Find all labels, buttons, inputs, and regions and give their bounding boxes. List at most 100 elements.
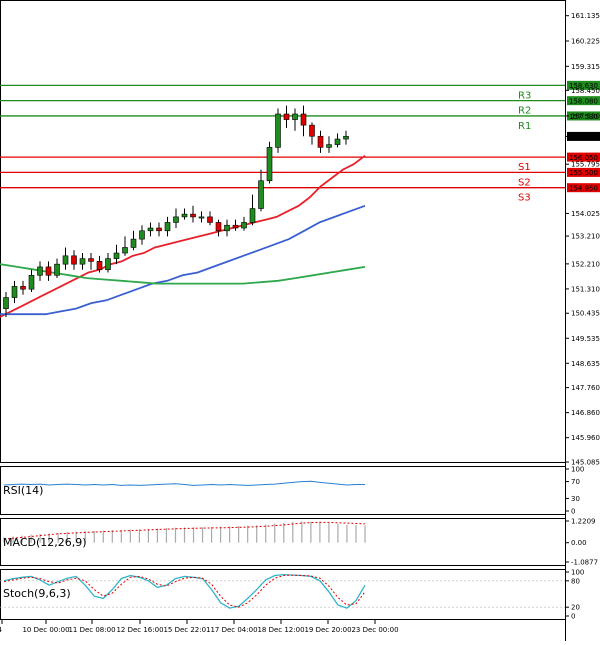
macd-signal-line xyxy=(3,521,366,540)
candle-body-up xyxy=(326,144,332,148)
indicator-panel-frame xyxy=(0,569,566,620)
price-tick-label: 150.435 xyxy=(571,310,600,318)
stoch-d-line xyxy=(3,574,366,608)
candle-body-up xyxy=(62,255,69,265)
level-price-tag: 157.530 xyxy=(569,113,598,121)
moving-average-line xyxy=(0,154,366,318)
price-tick-label: 148.635 xyxy=(571,360,600,368)
indicator-axis-label: 100 xyxy=(571,466,584,474)
level-name-r2: R2 xyxy=(518,106,531,117)
candle-body-up xyxy=(147,227,154,232)
moving-averages xyxy=(0,154,366,318)
moving-average-line xyxy=(0,204,366,316)
time-tick-label: 17 Dec 04:00 xyxy=(210,626,257,634)
indicator-axis-label: -1.0877 xyxy=(571,559,598,567)
indicator-panel-frame xyxy=(0,466,566,515)
candle-body-up xyxy=(181,213,188,218)
price-tick-label: 154.025 xyxy=(571,210,600,218)
candles xyxy=(3,105,349,317)
price-tick-label: 152.210 xyxy=(571,260,600,268)
time-tick-label: 11 Dec 08:00 xyxy=(68,626,115,634)
candle-body-down xyxy=(20,286,26,290)
price-axis: 161.135 160.225 159.315 158.450 157.530 156.7… xyxy=(565,12,600,467)
indicator-panels: 100 70 30 0 RSI(14) 1.2209 0.00 -1.0877 MACD(12,… xyxy=(0,466,598,621)
indicator-axis-label: 70 xyxy=(571,478,580,486)
candle-body-up xyxy=(54,263,60,276)
candle-body-down xyxy=(71,255,77,265)
price-tick-label: 161.135 xyxy=(571,12,600,20)
time-tick-label: 18 Dec 12:00 xyxy=(257,626,304,634)
time-tick-label: 23 Dec 00:00 xyxy=(351,626,398,634)
candle-body-up xyxy=(275,113,281,148)
indicator-label: Stoch(9,6,3) xyxy=(3,587,71,600)
current-price-tag-bg xyxy=(567,131,600,141)
candle-body-down xyxy=(45,266,52,276)
candle-body-down xyxy=(317,135,324,148)
indicator-panel-frame xyxy=(0,518,566,566)
level-price-tag: 156.050 xyxy=(569,154,598,162)
price-tick-label: 156.794 xyxy=(571,133,600,141)
candle-body-up xyxy=(105,258,111,271)
candle-body-down xyxy=(283,113,290,120)
candle-body-up xyxy=(3,297,9,309)
indicator-axis-label: 0 xyxy=(571,613,575,621)
candle-body-down xyxy=(300,113,307,126)
candle-body-up xyxy=(343,135,349,140)
indicator-axis-label: 100 xyxy=(571,569,584,577)
indicator-axis-label: 80 xyxy=(571,577,580,585)
candle-body-up xyxy=(292,113,298,120)
candle-body-down xyxy=(232,224,239,229)
candle-body-up xyxy=(241,222,247,229)
candle-body-down xyxy=(215,222,222,232)
candle-body-up xyxy=(11,286,18,298)
level-name-r1: R1 xyxy=(518,121,531,132)
main-plot-frame xyxy=(0,0,566,463)
level-name-s2: S2 xyxy=(518,177,531,188)
level-price-tag-bg xyxy=(567,96,600,106)
candle-body-up xyxy=(173,216,179,223)
time-tick-label: 12 Dec 16:00 xyxy=(116,626,163,634)
indicator-axis-label: 0 xyxy=(571,508,575,516)
candle-body-up xyxy=(198,216,205,219)
time-tick-label: 19 Dec 20:00 xyxy=(304,626,351,634)
level-name-s3: S3 xyxy=(518,193,531,204)
candle-body-up xyxy=(122,247,128,254)
price-tick-label: 145.960 xyxy=(571,434,600,442)
price-tick-label: 158.450 xyxy=(571,87,600,95)
level-lines: R3 158.630 R2 158.080 R1 157.530 S1 156.050 S2 15… xyxy=(0,80,600,204)
price-tick-label: 151.310 xyxy=(571,285,600,293)
candle-body-down xyxy=(190,213,196,218)
price-tick-label: 149.535 xyxy=(571,335,600,343)
level-price-tag-bg xyxy=(567,183,600,193)
candle-body-up xyxy=(249,208,256,223)
candle-body-up xyxy=(28,274,35,290)
level-price-tag: 158.080 xyxy=(569,97,598,105)
price-tick-label: 147.760 xyxy=(571,384,600,392)
indicator-axis-label: 20 xyxy=(571,604,580,612)
level-price-tag-bg xyxy=(567,167,600,177)
candle-body-up xyxy=(266,147,273,182)
price-tick-label: 155.795 xyxy=(571,161,600,169)
candle-body-down xyxy=(88,258,94,262)
time-tick-label: 9 Dec 2024 xyxy=(0,626,3,634)
indicator-axis-label: 30 xyxy=(571,495,580,503)
level-price-tag: 155.500 xyxy=(569,169,598,177)
level-price-tag-bg xyxy=(567,80,600,90)
level-price-tag: 158.630 xyxy=(569,82,598,90)
candle-body-up xyxy=(37,266,43,276)
candle-body-up xyxy=(258,180,264,209)
candle-body-up xyxy=(130,238,137,248)
level-name-s1: S1 xyxy=(518,162,531,173)
price-tick-label: 160.225 xyxy=(571,38,600,46)
candle-body-up xyxy=(113,252,120,259)
level-price-tag: 154.950 xyxy=(569,184,598,192)
price-tick-label: 159.315 xyxy=(571,63,600,71)
price-tick-label: 146.860 xyxy=(571,409,600,417)
price-tick-label: 145.085 xyxy=(571,459,600,467)
candle-body-up xyxy=(79,258,86,265)
candle-body-up xyxy=(224,224,230,232)
time-tick-label: 15 Dec 22:01 xyxy=(163,626,210,634)
candle-body-up xyxy=(334,138,341,145)
